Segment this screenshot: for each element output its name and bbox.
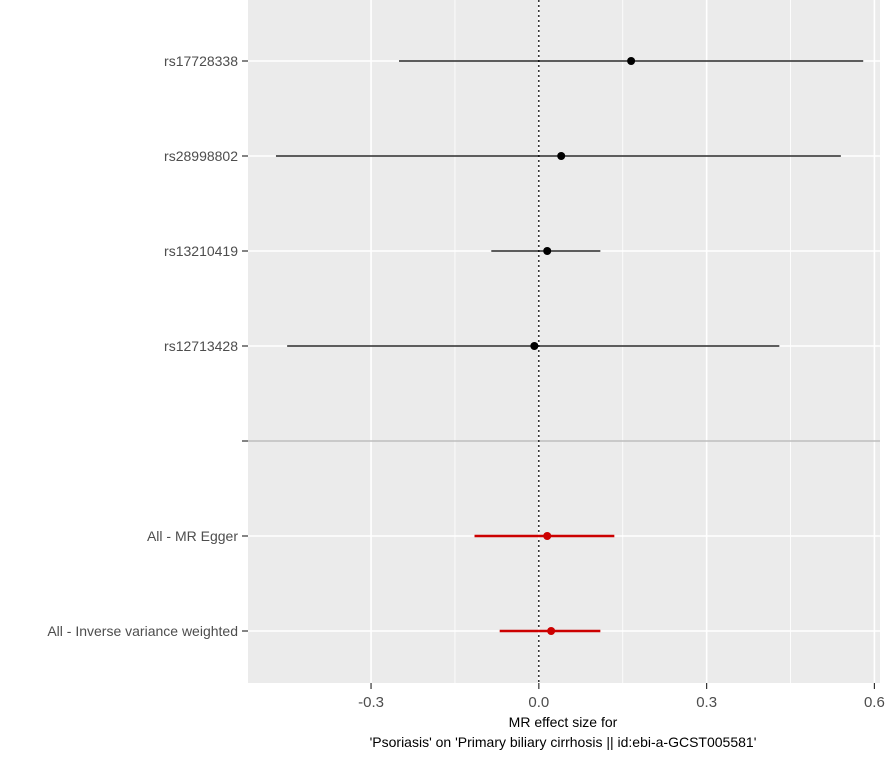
point-estimate [543,247,552,255]
y-tick-label: rs12713428 [164,338,238,354]
x-tick-label: 0.3 [696,694,717,711]
rows-group: rs17728338 rs28998802 rs13210419 rs12713428… [47,53,864,639]
y-tick-label: rs17728338 [164,53,238,69]
point-estimate [557,152,566,160]
x-tick-label: -0.3 [358,694,384,711]
y-tick-label: rs28998802 [164,148,238,164]
point-estimate [547,627,556,635]
y-tick-label: rs13210419 [164,243,238,259]
point-estimate [627,57,636,65]
x-tick-label: 0.6 [864,694,885,711]
x-tick-label: 0.0 [528,694,549,711]
y-tick-label: All - Inverse variance weighted [47,623,238,639]
plot-panel [248,0,880,683]
point-estimate [530,342,539,350]
point-estimate [543,532,552,540]
x-axis: -0.3 0.0 0.3 0.6 [358,683,885,711]
y-tick-label: All - MR Egger [147,528,238,544]
x-axis-title-line2: 'Psoriasis' on 'Primary biliary cirrhosi… [370,734,757,750]
x-axis-title-line1: MR effect size for [509,714,618,730]
